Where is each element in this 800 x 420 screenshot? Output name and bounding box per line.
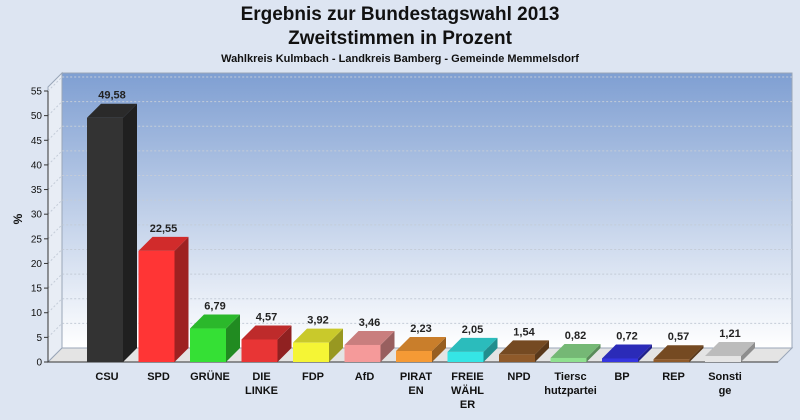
bar-top: [138, 236, 189, 251]
bar-top: [705, 342, 755, 357]
bar-top: [344, 330, 395, 345]
bar: [550, 357, 587, 362]
data-label: 0,57: [668, 331, 689, 343]
bar: [87, 117, 123, 363]
x-tick-label: ge: [719, 385, 732, 397]
x-tick-label: REP: [662, 371, 685, 383]
data-label: 2,05: [462, 324, 483, 336]
x-tick-label: EN: [408, 385, 423, 397]
x-tick-label: CSU: [95, 371, 118, 383]
y-tick-label: 10: [31, 308, 43, 319]
bar-side: [483, 337, 498, 362]
bar: [602, 358, 638, 362]
data-label: 3,92: [307, 315, 328, 327]
bar-top: [87, 103, 137, 118]
bar: [447, 351, 484, 362]
bar-side: [380, 330, 395, 362]
bar: [344, 344, 381, 362]
x-tick-label: FREIE: [451, 371, 483, 383]
data-label: 0,72: [616, 330, 637, 342]
bar: [241, 339, 278, 362]
plot-side-wall: [47, 71, 63, 364]
bar-top: [550, 343, 601, 358]
x-tick-label: DIE: [252, 371, 270, 383]
bar-top: [396, 337, 446, 352]
data-label: 4,57: [256, 311, 277, 323]
x-tick-label: BP: [614, 371, 629, 383]
bar-top: [602, 344, 652, 359]
bar-side: [741, 342, 755, 362]
bar-top: [190, 314, 240, 329]
y-tick-label: 30: [31, 210, 43, 221]
y-tick-label: 45: [31, 136, 43, 147]
data-label: 0,82: [565, 330, 586, 342]
bar-top: [293, 328, 343, 343]
y-tick-label: 50: [31, 111, 43, 122]
x-tick-label: Sonsti: [708, 371, 742, 383]
y-axis-label: %: [11, 213, 25, 224]
data-label: 1,54: [513, 326, 535, 338]
x-tick-label: PIRAT: [400, 371, 432, 383]
x-tick-label: Tiersc: [554, 371, 586, 383]
chart-title: Ergebnis zur Bundestagswahl 2013: [240, 4, 560, 25]
data-label: 22,55: [150, 223, 178, 235]
bar-side: [174, 236, 189, 362]
y-tick-label: 25: [31, 234, 43, 245]
x-tick-label: FDP: [302, 371, 324, 383]
bar: [396, 351, 432, 362]
bar-side: [277, 325, 292, 362]
bar-side: [226, 314, 240, 362]
bar-top: [499, 340, 549, 355]
y-tick-label: 5: [36, 333, 42, 344]
x-tick-label: WÄHL: [451, 384, 484, 397]
y-tick-label: 55: [31, 87, 43, 98]
bar-side: [586, 343, 601, 362]
x-tick-label: AfD: [355, 371, 375, 383]
bar-top: [447, 337, 498, 352]
y-tick-label: 20: [31, 259, 43, 270]
chart-caption: Wahlkreis Kulmbach - Landkreis Bamberg -…: [221, 53, 579, 65]
bar-top: [241, 325, 292, 340]
bar: [705, 356, 741, 362]
bar-side: [638, 344, 652, 362]
data-label: 2,23: [410, 323, 431, 335]
y-tick-label: 35: [31, 185, 43, 196]
bar-side: [432, 337, 446, 362]
x-tick-label: SPD: [147, 371, 170, 383]
data-label: 1,21: [719, 328, 740, 340]
x-tick-label: LINKE: [245, 385, 278, 397]
x-tick-label: ER: [460, 399, 475, 411]
data-label: 49,58: [98, 90, 126, 102]
y-tick-label: 0: [36, 358, 42, 369]
bar-side: [123, 103, 137, 363]
bar: [293, 342, 329, 362]
bar: [499, 354, 535, 362]
bar: [138, 250, 175, 362]
x-tick-label: NPD: [507, 371, 530, 383]
bar: [653, 359, 690, 362]
data-label: 3,46: [359, 317, 380, 329]
bar-side: [689, 345, 704, 362]
data-label: 6,79: [204, 301, 225, 313]
bar-side: [535, 340, 549, 362]
chart-subtitle: Zweitstimmen in Prozent: [288, 28, 512, 49]
bar-top: [653, 345, 704, 360]
x-tick-label: GRÜNE: [190, 370, 230, 383]
bar-side: [329, 328, 343, 362]
y-tick-label: 15: [31, 284, 43, 295]
x-tick-label: hutzpartei: [544, 385, 597, 397]
bar: [190, 328, 226, 362]
y-tick-label: 40: [31, 160, 43, 171]
